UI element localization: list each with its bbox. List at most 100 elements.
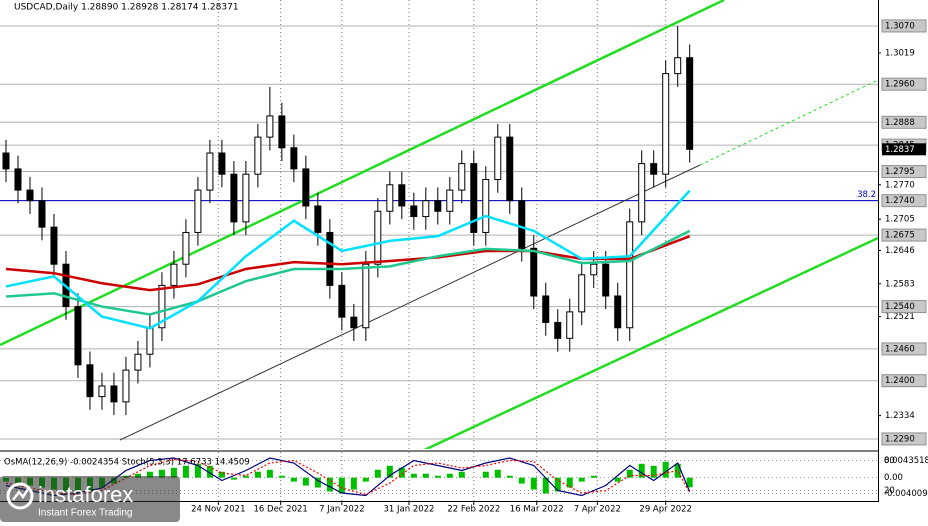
level-label: 1.3070 xyxy=(885,21,915,31)
channel-lower xyxy=(423,236,878,449)
osma-bar xyxy=(614,477,621,482)
candle-body xyxy=(278,115,286,149)
candle-body xyxy=(458,163,466,191)
level-label: 1.2960 xyxy=(885,80,915,90)
candle-body xyxy=(626,221,634,329)
fib-label: 38.2 xyxy=(857,190,876,200)
logo-tagline: Instant Forex Trading xyxy=(38,508,133,519)
candle-body xyxy=(242,173,250,223)
candle-body xyxy=(122,369,130,403)
y-tick-label: 1.2646 xyxy=(885,246,915,256)
osma-bar xyxy=(686,477,693,488)
last-price-box xyxy=(882,143,926,156)
axes: 24 Nov 2021 16 Dec 2021 7 Jan 2022 31 Jan 2… xyxy=(191,19,928,515)
y-tick-label: 1.3019 xyxy=(885,48,915,58)
osma-bar xyxy=(578,477,585,482)
candle-body xyxy=(182,231,190,265)
candle-body xyxy=(578,274,586,313)
osma-bar xyxy=(206,465,213,478)
candle-body xyxy=(362,263,370,329)
candle-body xyxy=(506,136,514,202)
candle-body xyxy=(98,385,106,398)
candle-body xyxy=(74,306,82,366)
logo-icon xyxy=(6,482,34,510)
candle-body xyxy=(518,200,526,249)
y-tick-label: 1.2705 xyxy=(885,215,915,225)
stoch-signal xyxy=(5,458,691,496)
candle-body xyxy=(386,184,394,212)
candle-body xyxy=(266,115,274,138)
level-label: 1.2675 xyxy=(885,231,915,241)
level-label: 1.2888 xyxy=(885,118,915,128)
x-tick-label: 7 Jan 2022 xyxy=(319,505,365,515)
moving-average xyxy=(5,189,691,330)
candle-body xyxy=(482,178,490,233)
trendline xyxy=(119,164,701,441)
candle-body xyxy=(86,364,94,398)
osma-bar xyxy=(302,477,309,486)
candle-body xyxy=(566,311,574,339)
osma-bar xyxy=(398,467,405,478)
candle-body xyxy=(350,316,358,329)
level-label-box xyxy=(881,165,927,179)
osma-bar xyxy=(290,477,297,482)
y-tick-label: 1.2583 xyxy=(885,279,915,289)
osma-bar xyxy=(134,473,141,478)
osma-bar xyxy=(422,473,429,478)
candle-body xyxy=(134,353,142,371)
pane-tick-label: 80 xyxy=(884,456,895,466)
candle-body xyxy=(614,295,622,329)
osma-bar xyxy=(314,477,321,488)
osma-bar xyxy=(662,461,669,478)
moving-average xyxy=(5,229,691,316)
x-tick-label: 29 Apr 2022 xyxy=(639,505,692,515)
osma-bar xyxy=(170,467,177,478)
osma-bar xyxy=(386,465,393,478)
osma-bar xyxy=(554,477,561,492)
candle-body xyxy=(290,147,298,170)
osma-bar xyxy=(374,469,381,478)
level-label-box xyxy=(881,115,927,129)
candle-body xyxy=(590,263,598,276)
trendlines xyxy=(0,0,878,449)
candle-body xyxy=(530,247,538,297)
candle-body xyxy=(230,173,238,223)
level-label-box xyxy=(881,432,927,446)
candle-body xyxy=(638,163,646,223)
level-label-box xyxy=(881,77,927,91)
candle-body xyxy=(674,57,682,75)
level-label-box xyxy=(881,342,927,356)
pane-tick-label: 20 xyxy=(884,486,895,496)
candle-body xyxy=(146,327,154,355)
candle-body xyxy=(206,152,214,191)
osma-bar xyxy=(458,471,465,478)
candle-body xyxy=(602,263,610,297)
candle-body xyxy=(170,263,178,286)
candle-body xyxy=(554,321,562,339)
candle-body xyxy=(158,284,166,329)
y-tick-label: 1.2521 xyxy=(885,312,915,322)
osma-bar xyxy=(650,465,657,478)
level-label-box xyxy=(881,374,927,388)
candle-body xyxy=(50,226,58,265)
candle-body xyxy=(302,168,310,207)
osma-bar xyxy=(278,475,285,478)
osma-bar xyxy=(506,475,513,478)
osma-bar xyxy=(266,469,273,478)
x-tick-label: 24 Nov 2021 xyxy=(191,505,245,515)
level-label-box xyxy=(881,19,927,33)
indicator-title: OsMA(12,26,9) -0.0024354 Stoch(5,3,3) 17… xyxy=(4,458,250,468)
candle-body xyxy=(398,184,406,207)
candle-body xyxy=(14,168,22,191)
candle-body xyxy=(326,231,334,286)
level-label-box xyxy=(881,194,927,208)
candle-body xyxy=(434,200,442,212)
osma-bar xyxy=(182,465,189,478)
candle-body xyxy=(374,210,382,265)
price-marks xyxy=(2,25,694,416)
osma-bar xyxy=(542,477,549,494)
osma-bar xyxy=(350,477,357,490)
level-label-box xyxy=(881,300,927,314)
x-tick-label: 16 Dec 2021 xyxy=(254,505,308,515)
